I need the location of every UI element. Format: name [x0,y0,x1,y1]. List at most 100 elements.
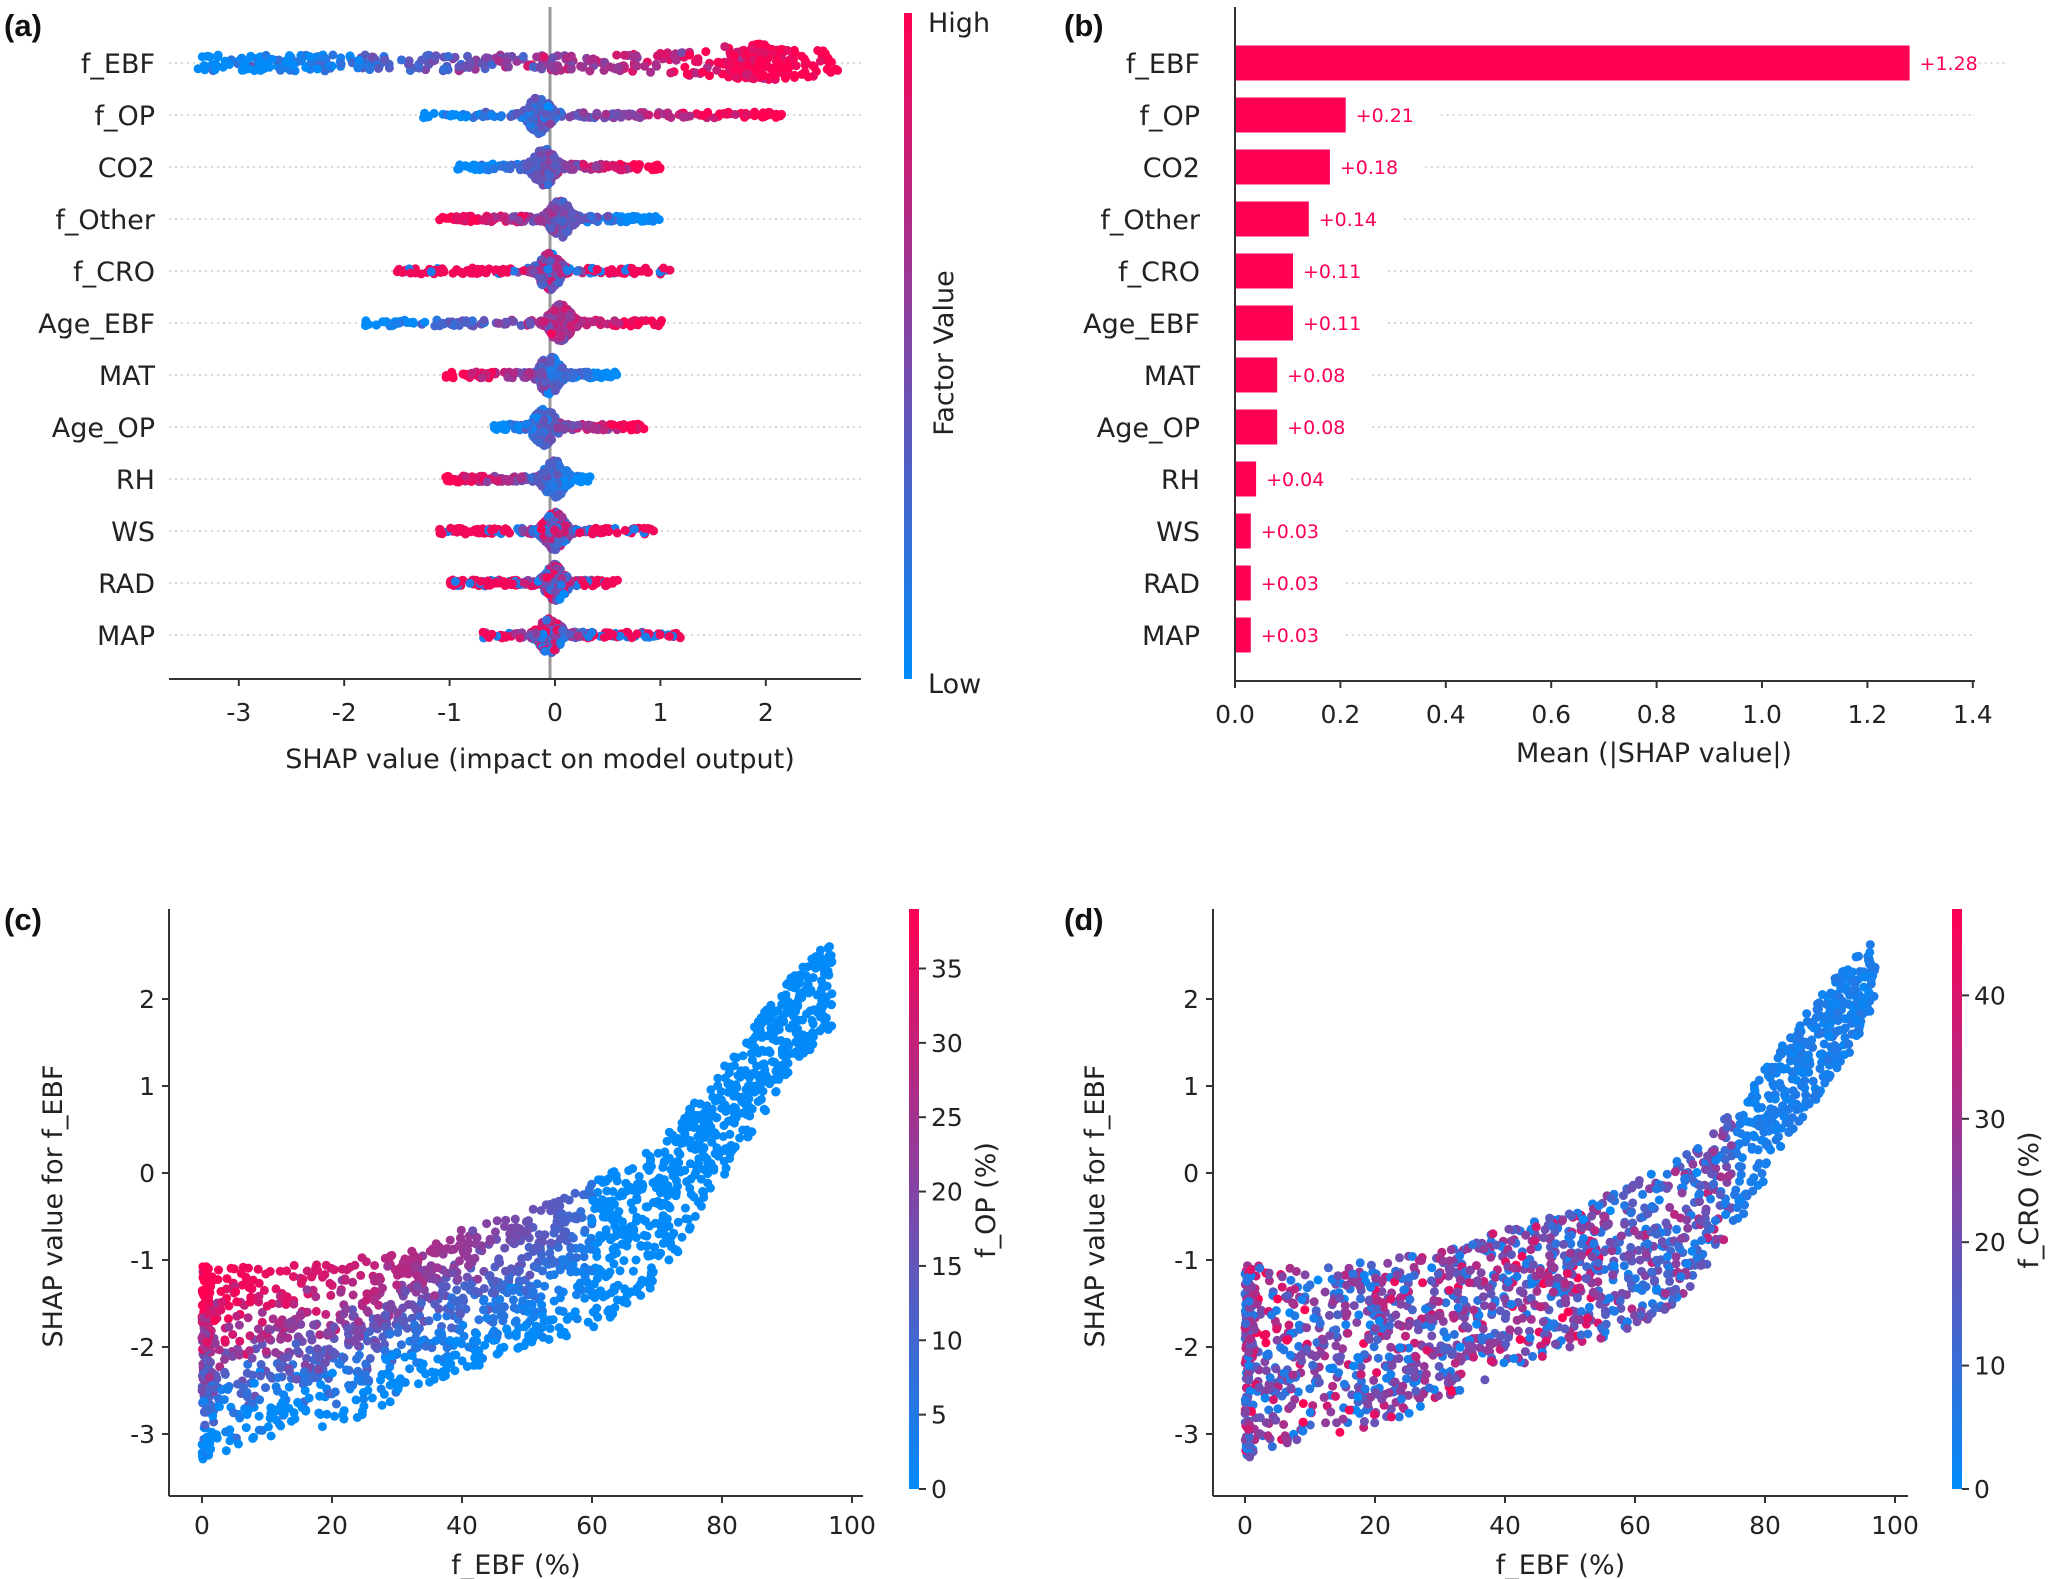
beeswarm-point [612,50,622,60]
x-tick-label: 0.6 [1531,700,1571,729]
beeswarm-point [360,50,370,60]
beeswarm-point [644,110,654,120]
beeswarm-point [453,524,463,534]
scatter-point [367,1393,377,1403]
scatter-point [315,1330,325,1340]
x-tick-label: 0.2 [1321,700,1361,729]
beeswarm-point [525,369,535,378]
beeswarm-point [461,316,471,326]
beeswarm-point [613,575,622,585]
panel-b-bar-chart: (b)+1.28f_EBF+0.21f_OP+0.18CO2+0.14f_Oth… [1064,7,2005,769]
beeswarm-point [218,62,228,72]
beeswarm-point [543,101,553,111]
beeswarm-point [556,580,566,590]
scatter-point [234,1320,244,1330]
feature-label: RAD [98,569,155,600]
bar [1235,565,1251,601]
beeswarm-point [426,267,436,277]
beeswarm-point [585,66,595,76]
beeswarm-point [450,52,460,62]
beeswarm-point [373,64,383,73]
beeswarm-point [550,216,560,226]
beeswarm-point [537,367,547,377]
bar [1235,617,1251,653]
beeswarm-point [632,61,642,71]
scatter-point [311,1306,321,1316]
beeswarm-point [482,477,492,487]
beeswarm-point [304,52,314,61]
scatter-point [348,1290,358,1300]
bar-value-label: +0.18 [1340,157,1398,179]
beeswarm-point [643,162,653,172]
beeswarm-point [450,576,460,586]
beeswarm-point [521,419,531,429]
panel-label: (a) [4,8,42,43]
beeswarm-point [659,263,668,273]
beeswarm-point [532,52,542,62]
beeswarm-point [489,164,499,174]
beeswarm-point [564,312,574,322]
feature-label: f_OP [1139,101,1200,132]
scatter-point [747,1055,757,1065]
bar-value-label: +0.03 [1261,573,1319,595]
beeswarm-point [831,64,841,74]
x-axis-label: SHAP value (impact on model output) [285,744,795,775]
scatter-point [223,1314,233,1324]
beeswarm-point [587,627,597,637]
beeswarm-point [454,321,464,330]
beeswarm-point [550,386,560,396]
beeswarm-point [587,317,597,327]
beeswarm-point [803,72,813,82]
scatter-point [735,1133,745,1143]
beeswarm-point [431,52,441,62]
beeswarm-point [468,316,477,326]
feature-label: WS [1156,517,1200,548]
beeswarm-point [484,264,494,274]
beeswarm-point [578,108,588,118]
beeswarm-point [491,265,501,275]
scatter-point [331,1399,341,1409]
beeswarm-point [328,50,338,60]
beeswarm-point [447,372,456,382]
beeswarm-point [487,525,496,535]
colorbar [904,13,912,679]
beeswarm-point [437,529,447,539]
beeswarm-point [705,71,714,81]
scatter-point [500,1243,510,1253]
beeswarm-point [500,212,510,222]
beeswarm-point [496,111,506,121]
beeswarm-point [536,524,546,534]
feature-label: CO2 [98,153,155,184]
beeswarm-point [749,74,759,84]
beeswarm-point [405,318,415,328]
beeswarm-point [556,638,566,648]
feature-label: RH [116,465,155,496]
beeswarm-point [563,201,573,211]
beeswarm-point [557,512,567,522]
feature-label: Age_EBF [38,309,155,340]
beeswarm-point [513,421,523,431]
beeswarm-point [445,476,455,486]
scatter-point [517,1254,527,1263]
beeswarm-point [601,580,611,590]
beeswarm-point [604,527,614,537]
feature-label: RH [1161,465,1200,496]
beeswarm-point [534,215,544,225]
bar-value-label: +0.21 [1356,105,1414,127]
beeswarm-point [663,108,673,118]
beeswarm-point [193,64,203,74]
beeswarm-point [320,53,329,63]
bar [1235,461,1257,497]
beeswarm-point [637,266,646,276]
beeswarm-point [505,163,515,173]
beeswarm-point [586,211,596,221]
beeswarm-point [460,161,470,171]
beeswarm-point [782,45,792,55]
bar-value-label: +0.14 [1319,209,1377,231]
beeswarm-point [397,267,407,277]
beeswarm-point [627,317,637,327]
beeswarm-point [454,62,464,72]
beeswarm-point [547,435,557,445]
beeswarm-point [646,67,655,77]
beeswarm-point [565,112,575,122]
